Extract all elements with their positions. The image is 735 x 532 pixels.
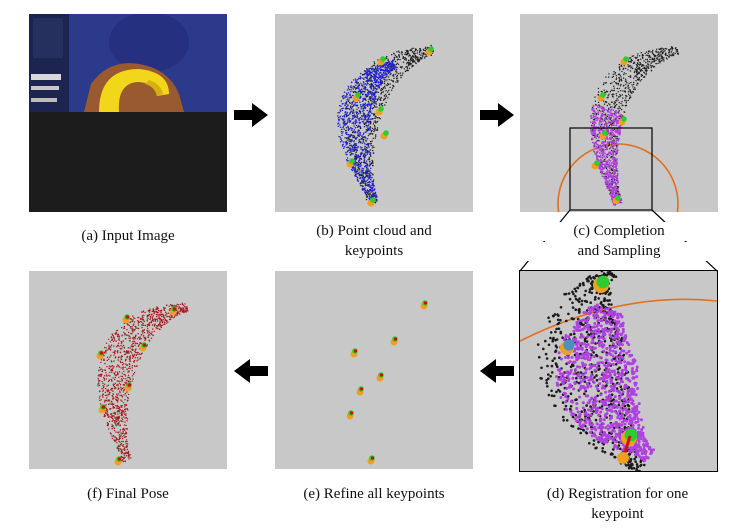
completion-graphic	[557, 46, 679, 212]
caption-a: (a) Input Image	[81, 228, 175, 244]
red-points	[97, 302, 189, 463]
keypoint-marker	[114, 456, 122, 466]
registration-graphic	[520, 271, 717, 471]
caption-c-line1: (c) Completion	[520, 222, 718, 241]
keypoint-marker	[425, 46, 434, 56]
purple-points	[555, 303, 655, 463]
caption-d-line1: (d) Registration for one	[546, 486, 689, 502]
black-points	[590, 46, 679, 206]
panel-input-image	[29, 14, 227, 212]
panel-point-cloud	[275, 14, 473, 212]
point-cloud-graphic	[336, 44, 434, 207]
final-pose-graphic	[96, 302, 189, 466]
keypoint-marker	[390, 336, 398, 346]
panel-registration	[519, 270, 718, 472]
keypoint-marker	[356, 386, 364, 396]
keypoint-marker	[346, 410, 354, 420]
keypoint-marker	[617, 452, 629, 464]
caption-c-line2: and Sampling	[520, 242, 718, 261]
keypoint-marker	[420, 300, 428, 310]
blue-points	[336, 59, 397, 204]
caption-d-line2: keypoint	[591, 506, 644, 522]
keypoint-marker	[620, 56, 629, 66]
keypoint-marker	[350, 348, 358, 358]
caption-b-line1: (b) Point cloud and	[316, 223, 432, 239]
panel-final-pose	[29, 271, 227, 469]
keypoint-marker	[380, 130, 389, 140]
panel-completion-sampling	[520, 14, 718, 212]
black-points	[343, 44, 434, 204]
keypoint-marker	[139, 342, 147, 352]
keypoint-marker	[618, 116, 627, 126]
keypoint-marker	[367, 197, 376, 207]
arrow-left-icon	[234, 359, 268, 383]
caption-b-line2: keypoints	[344, 243, 404, 259]
keypoint-marker	[376, 372, 384, 382]
keypoint-marker	[169, 306, 177, 316]
keypoint-marker	[597, 92, 606, 102]
sampling-arc	[520, 298, 717, 342]
keypoint-marker	[124, 382, 132, 392]
arrow-right-icon	[234, 103, 268, 127]
keypoint-marker	[367, 455, 375, 465]
arrow-right-icon	[480, 103, 514, 127]
caption-f: (f) Final Pose	[87, 486, 169, 502]
keypoint-marker	[560, 339, 575, 355]
purple-points	[589, 104, 625, 206]
panel-refine-keypoints	[275, 271, 473, 469]
keypoint-marker	[122, 314, 130, 324]
caption-e: (e) Refine all keypoints	[303, 486, 445, 502]
keypoint-marker	[593, 275, 610, 293]
keypoint-marker	[375, 106, 384, 116]
refine-graphic	[346, 300, 428, 465]
keypoint-marker	[346, 158, 355, 168]
input-image-graphic	[29, 14, 227, 212]
arrow-left-icon	[480, 359, 514, 383]
keypoint-marker	[352, 92, 361, 102]
keypoint-marker	[377, 56, 386, 66]
keypoint-marker	[96, 350, 104, 360]
keypoint-marker	[98, 404, 106, 414]
